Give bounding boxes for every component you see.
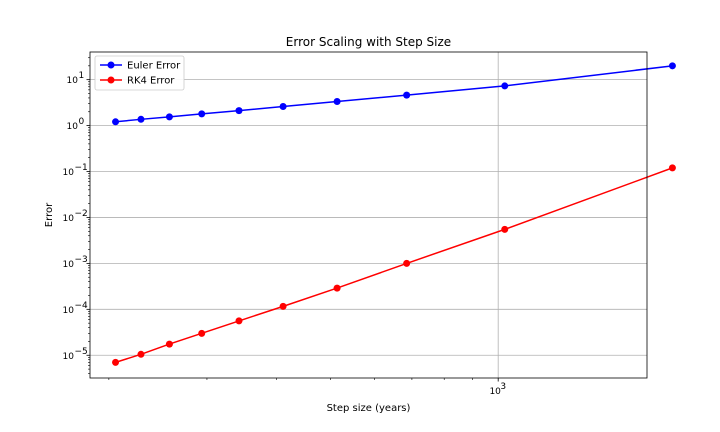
rk4-error-line: [115, 167, 673, 364]
euler-data-point: [333, 97, 341, 105]
rk4-data-point: [501, 225, 509, 233]
euler-data-point: [279, 103, 287, 111]
euler-data-point: [403, 91, 411, 99]
rk4-data-point: [235, 317, 243, 325]
y-tick-label-exponent: −4: [75, 301, 89, 311]
euler-data-point: [165, 113, 173, 121]
legend-euler-label: Euler Error: [127, 61, 181, 72]
euler-data-point: [198, 110, 206, 118]
rk4-data-point: [112, 358, 120, 366]
rk4-data-point: [668, 164, 676, 172]
y-tick-label: 10: [63, 214, 75, 224]
y-tick-label-exponent: −1: [75, 163, 88, 173]
rk4-data-point: [333, 284, 341, 292]
rk4-data-point: [403, 259, 411, 267]
y-tick-label-exponent: −5: [75, 347, 88, 357]
rk4-data-point: [165, 340, 173, 348]
x-tick-label: 10: [489, 387, 501, 397]
rk4-data-point: [198, 329, 206, 337]
y-tick-label: 10: [67, 76, 79, 86]
y-tick-label-exponent: 0: [79, 117, 85, 127]
legend-euler-marker: [107, 61, 115, 69]
y-tick-label-exponent: −2: [75, 209, 88, 219]
euler-error-line: [115, 65, 673, 123]
tick-labels: 10 310 −510 −410 −310 −210 −110 010 1: [63, 71, 507, 397]
legend: Euler Error RK4 Error: [94, 55, 185, 91]
y-tick-label-exponent: 1: [79, 71, 85, 81]
euler-data-point: [112, 118, 120, 126]
x-axis-label: Step size (years): [327, 403, 411, 414]
rk4-data-point: [137, 350, 145, 358]
chart-title: Error Scaling with Step Size: [286, 35, 451, 49]
major-ticks: [86, 79, 499, 382]
legend-rk4-label: RK4 Error: [127, 76, 175, 87]
euler-data-point: [668, 62, 676, 70]
y-tick-label: 10: [63, 352, 75, 362]
euler-data-point: [235, 107, 243, 115]
y-axis-label: Error: [44, 202, 55, 227]
legend-rk4-marker: [107, 76, 115, 84]
y-tick-label: 10: [63, 168, 75, 178]
grid-lines: [90, 52, 647, 378]
rk4-data-point: [279, 302, 287, 310]
y-tick-label: 10: [63, 306, 75, 316]
plot-frame: [89, 51, 648, 379]
series-layer: [112, 62, 676, 366]
y-tick-label-exponent: −3: [75, 255, 88, 265]
x-tick-label-exponent: 3: [500, 382, 506, 392]
y-tick-label: 10: [67, 122, 79, 132]
euler-data-point: [137, 115, 145, 123]
y-tick-label: 10: [63, 260, 75, 270]
euler-data-point: [501, 82, 509, 90]
